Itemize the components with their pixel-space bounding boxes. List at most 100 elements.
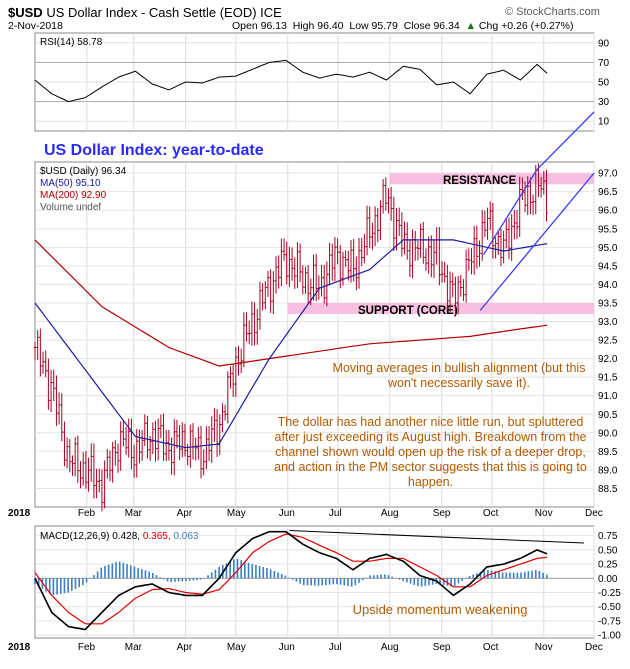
macd-histogram-bar [332, 578, 335, 585]
macd-tick-label: -0.50 [598, 602, 621, 613]
macd-histogram-bar [118, 561, 121, 579]
chart-date: 2-Nov-2018 [8, 20, 63, 32]
macd-histogram-bar [380, 574, 382, 579]
macd-histogram-bar [251, 563, 254, 579]
macd-histogram-bar [501, 572, 504, 579]
macd-histogram-bar [483, 570, 486, 579]
macd-histogram-bar [365, 577, 368, 579]
macd-histogram-bar [409, 578, 412, 584]
macd-histogram-bar [258, 566, 261, 579]
month-label: Apr [177, 508, 193, 519]
price-tick-label: 94.0 [598, 280, 618, 291]
ma50-legend: MA(50) 95.10 [40, 178, 101, 189]
month-label: Jun [279, 508, 295, 519]
macd-histogram-bar [63, 578, 66, 594]
macd-histogram-bar [233, 559, 235, 579]
macd-tick-label: 0.75 [598, 531, 618, 542]
macd-histogram-bar [93, 575, 95, 579]
macd-histogram-bar [155, 575, 158, 579]
macd-histogram-bar [450, 578, 452, 587]
macd-histogram-bar [479, 571, 482, 579]
macd-histogram-bar [372, 575, 375, 579]
macd-histogram-bar [192, 578, 195, 581]
month-label: Jun [279, 642, 295, 653]
chart-headline: US Dollar Index: year-to-date [44, 142, 264, 159]
macd-histogram-bar [288, 577, 290, 579]
macd-histogram-bar [354, 578, 357, 586]
price-tick-label: 97.0 [598, 169, 618, 180]
macd-histogram-bar [325, 578, 327, 586]
macd-histogram-bar [527, 571, 530, 579]
macd-histogram-bar [273, 570, 276, 579]
macd-histogram-bar [240, 560, 242, 579]
macd-histogram-bar [229, 561, 231, 579]
macd-histogram-bar [56, 578, 58, 595]
price-tick-label: 94.5 [598, 261, 618, 272]
macd-histogram-bar [126, 564, 128, 579]
month-label: Feb [78, 642, 96, 653]
macd-histogram-bar [542, 572, 544, 579]
macd-histogram-bar [148, 571, 150, 579]
price-tick-label: 91.0 [598, 391, 618, 402]
macd-histogram-bar [152, 573, 154, 579]
symbol: $USD [8, 5, 43, 20]
macd-histogram-bar [111, 563, 114, 579]
month-label: Aug [381, 508, 399, 519]
month-label: Mar [125, 642, 143, 653]
macd-histogram-bar [122, 562, 125, 579]
price-tick-label: 88.5 [598, 484, 618, 495]
month-label: Oct [483, 508, 499, 519]
rsi-tick-label: 30 [598, 97, 610, 108]
price-tick-label: 90.5 [598, 410, 618, 421]
macd-histogram-bar [468, 575, 471, 579]
macd-histogram-bar [37, 578, 40, 587]
month-label: Apr [177, 642, 193, 653]
month-label: May [227, 508, 246, 519]
month-label: Dec [585, 642, 603, 653]
month-label: Oct [483, 642, 499, 653]
rsi-line [34, 59, 548, 103]
macd-tick-label: -1.00 [598, 631, 621, 642]
rsi-tick-label: 10 [598, 117, 610, 128]
macd-histogram-bar [199, 578, 202, 580]
macd-histogram-bar [244, 561, 246, 579]
macd-histogram-bar [439, 578, 441, 585]
macd-histogram-bar [262, 567, 265, 579]
macd-histogram-bar [291, 578, 294, 580]
price-tick-label: 95.5 [598, 224, 618, 235]
rsi-tick-label: 50 [598, 78, 610, 89]
macd-histogram-bar [402, 578, 405, 582]
open-value: Open 96.13 [232, 20, 287, 32]
change-value: Chg +0.26 (+0.27%) [478, 20, 574, 32]
macd-histogram-bar [299, 578, 301, 584]
macd-histogram-bar [177, 578, 180, 582]
macd-histogram-bar [310, 578, 312, 586]
macd-histogram-bar [137, 567, 139, 579]
month-label: Feb [78, 508, 96, 519]
ma50-line [34, 239, 548, 449]
macd-histogram-bar [487, 569, 489, 579]
macd-histogram-bar [82, 578, 84, 586]
month-label: Jul [329, 642, 342, 653]
macd-histogram-bar [339, 578, 342, 585]
macd-histogram-bar [343, 578, 346, 586]
macd-histogram-bar [210, 572, 213, 579]
macd-histogram-bar [498, 571, 500, 579]
macd-histogram-bar [52, 578, 55, 596]
channel-upper-extension [536, 111, 595, 170]
macd-line [34, 530, 548, 631]
support-label: SUPPORT (CORE) [358, 305, 458, 317]
month-label: Jul [329, 508, 342, 519]
month-label: Dec [585, 508, 603, 519]
price-panel [34, 161, 595, 508]
macd-histogram-bar [395, 578, 397, 579]
macd-histogram-bar [295, 578, 298, 582]
macd-histogram-bar [196, 578, 198, 580]
macd-tick-label: 0.25 [598, 560, 618, 571]
macd-histogram-bar [214, 569, 217, 579]
chart-title: $USD US Dollar Index - Cash Settle (EOD)… [8, 5, 282, 20]
month-label: Mar [125, 508, 143, 519]
exchange: ICE [260, 5, 282, 20]
month-label: Sep [433, 642, 451, 653]
